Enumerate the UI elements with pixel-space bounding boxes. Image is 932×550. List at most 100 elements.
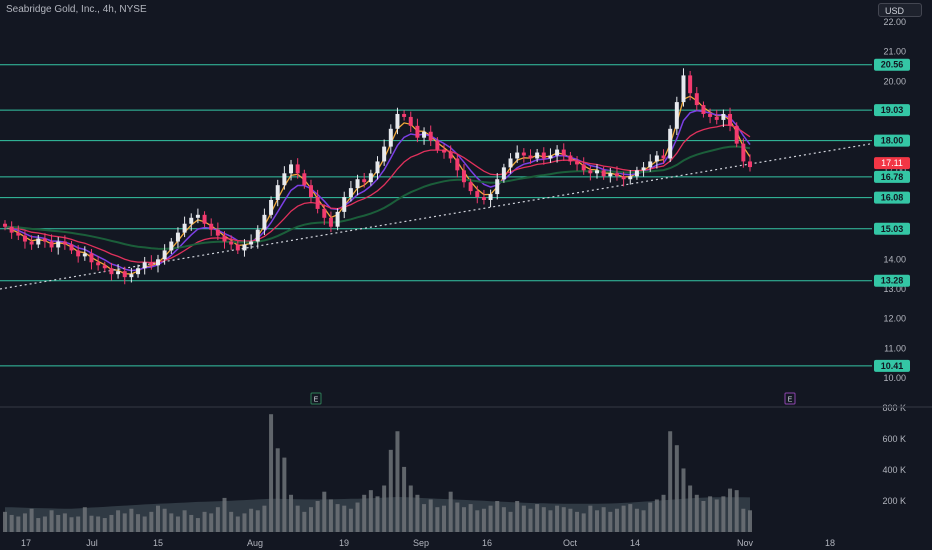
- price-tick-label: 21.00: [883, 47, 906, 57]
- candle-body: [601, 170, 606, 177]
- candle-body: [36, 238, 41, 245]
- volume-bar: [515, 501, 520, 532]
- volume-bar: [561, 507, 566, 532]
- volume-bar: [601, 507, 606, 532]
- volume-bar: [388, 449, 393, 532]
- candle-body: [468, 182, 473, 192]
- volume-bar: [708, 496, 713, 532]
- level-badge-label: 19.03: [881, 105, 904, 115]
- candle-body: [109, 268, 114, 275]
- candle-body: [242, 244, 247, 251]
- candle-body: [315, 197, 320, 209]
- volume-bar: [69, 517, 74, 532]
- earnings-marker-label: E: [314, 397, 319, 404]
- level-badge: [874, 191, 910, 204]
- volume-bar: [435, 507, 440, 532]
- volume-bar: [275, 448, 280, 532]
- volume-bar: [728, 488, 733, 532]
- price-tick-label: 10.00: [883, 373, 906, 383]
- volume-tick-label: 200 K: [882, 496, 906, 506]
- time-tick-label: Aug: [247, 538, 263, 548]
- candle-body: [688, 75, 693, 94]
- volume-bar: [521, 505, 526, 532]
- candle-body: [282, 173, 287, 186]
- candle-body: [122, 271, 127, 278]
- candle-body: [581, 164, 586, 171]
- volume-bar: [335, 504, 340, 532]
- candle-body: [408, 116, 413, 126]
- volume-bar: [448, 491, 453, 532]
- candle-body: [116, 271, 121, 275]
- volume-tick-label: 800 K: [882, 403, 906, 413]
- candle-body: [22, 235, 27, 242]
- volume-bar: [555, 505, 560, 532]
- candle-body: [748, 161, 752, 168]
- price-tick-label: 14.00: [883, 254, 906, 264]
- volume-bar: [169, 513, 174, 532]
- support-trendline: [0, 143, 873, 290]
- volume-bar: [634, 508, 639, 532]
- volume-bar: [548, 510, 553, 532]
- candle-body: [129, 274, 134, 278]
- candle-body: [89, 253, 94, 263]
- horizontal-levels: [0, 64, 872, 367]
- earnings-marker: [784, 392, 796, 405]
- candle-body: [162, 250, 167, 260]
- volume-bar: [375, 496, 380, 532]
- volume-bar: [235, 516, 240, 532]
- candle-body: [342, 197, 347, 212]
- price-tick-label: 11.00: [884, 343, 906, 353]
- volume-bar: [694, 494, 699, 532]
- candle-body: [621, 176, 626, 180]
- candle-body: [694, 93, 699, 106]
- volume-bar: [89, 515, 94, 532]
- candle-body: [42, 238, 47, 242]
- volume-bar: [242, 513, 247, 532]
- candle-body: [515, 152, 520, 159]
- level-badge: [874, 104, 910, 117]
- level-badge-label: 16.78: [881, 172, 904, 182]
- candle-body: [235, 244, 240, 251]
- candle-body: [528, 155, 533, 159]
- candle-body: [182, 223, 187, 233]
- volume-bar: [129, 508, 134, 532]
- volume-bar: [308, 507, 313, 532]
- volume-bar: [49, 510, 54, 532]
- candle-body: [382, 146, 387, 162]
- time-tick-label: 15: [153, 538, 163, 548]
- time-tick-label: Oct: [563, 538, 578, 548]
- volume-bar: [209, 513, 214, 532]
- candle-body: [535, 152, 540, 159]
- time-tick-label: Nov: [737, 538, 754, 548]
- candle-body: [29, 241, 34, 245]
- volume-bar: [122, 513, 127, 532]
- candle-body: [674, 102, 679, 129]
- candle-body: [561, 149, 566, 156]
- candle-body: [249, 241, 254, 245]
- level-badge: [874, 170, 910, 183]
- candle-body: [541, 152, 546, 159]
- currency-button[interactable]: USD: [878, 3, 922, 17]
- level-badge-label: 16.08: [881, 193, 904, 203]
- volume-bar: [382, 485, 387, 532]
- candle-body: [328, 217, 333, 227]
- candle-body: [16, 232, 21, 236]
- candle-body: [588, 170, 593, 174]
- volume-bar: [648, 502, 653, 532]
- candle-body: [262, 214, 267, 230]
- candle-body: [96, 262, 101, 266]
- volume-bar: [468, 504, 473, 532]
- volume-bar: [362, 494, 367, 532]
- volume-bar: [82, 507, 87, 532]
- symbol-title: Seabridge Gold, Inc., 4h, NYSE: [6, 4, 147, 15]
- volume-bar: [162, 508, 167, 532]
- candle-body: [521, 152, 526, 156]
- volume-bar: [748, 510, 752, 532]
- volume-bar: [508, 511, 513, 532]
- candle-body: [102, 265, 107, 269]
- time-tick-label: Jul: [86, 538, 98, 548]
- candle-body: [142, 262, 147, 269]
- volume-bar: [588, 505, 593, 532]
- volume-bar: [641, 510, 646, 532]
